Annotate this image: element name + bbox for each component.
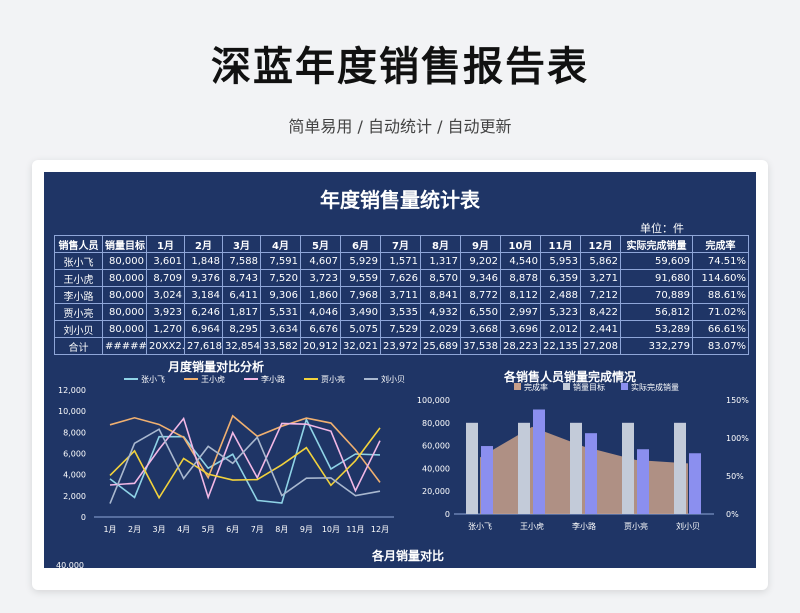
y-tick-label: 6,000 xyxy=(63,450,86,459)
actual-bar xyxy=(689,453,701,514)
series-line-5 xyxy=(109,428,381,504)
y-tick-label: 0 xyxy=(445,510,450,519)
table-row: 刘小贝 80,000 1,270 6,964 8,295 3,634 6,676 5,075 7… xyxy=(54,320,749,338)
bottom-chart-title: 各月销量对比 xyxy=(372,549,445,563)
legend-label: 张小飞 xyxy=(141,375,165,384)
legend-label: 完成率 xyxy=(524,382,548,392)
target-bar xyxy=(622,422,634,514)
table-cell: 32,021 xyxy=(340,337,381,355)
table-body: 张小飞 80,000 3,601 1,848 7,588 7,591 4,607 5,929 1… xyxy=(54,252,749,355)
y2-tick-label: 100% xyxy=(726,434,749,443)
y2-tick-label: 150% xyxy=(726,396,749,405)
legend-label: 刘小贝 xyxy=(381,374,405,384)
spreadsheet-preview: 年度销售量统计表 单位：件 销售人员 销量目标 1月 2月 3月 4月 5月 6月 7月 8月 9月… xyxy=(44,172,756,568)
x-tick-label: 王小虎 xyxy=(520,521,544,531)
series-line-3 xyxy=(109,416,381,500)
actual-bar xyxy=(533,409,545,514)
table-cell: 20XX2.0 xyxy=(146,337,185,355)
x-tick-label: 1月 xyxy=(103,525,116,534)
legend-swatch xyxy=(514,383,521,390)
page-title: 深蓝年度销售报告表 xyxy=(211,44,589,90)
bar-chart-title: 各销售人员销量完成情况 xyxy=(504,370,637,384)
legend-label: 实际完成销量 xyxy=(631,382,679,392)
table-cell: 27,208 xyxy=(580,337,621,355)
x-tick-label: 7月 xyxy=(251,525,264,534)
y-tick-label: 20,000 xyxy=(422,487,450,496)
y-tick-label: 10,000 xyxy=(58,407,86,416)
target-bar xyxy=(466,422,478,514)
unit-label: 单位：件 xyxy=(640,222,684,235)
line-chart-title: 月度销量对比分析 xyxy=(168,360,265,374)
x-tick-label: 2月 xyxy=(128,525,141,534)
table-row: 李小路 80,000 3,024 3,184 6,411 9,306 1,860 7,968 3… xyxy=(54,286,749,304)
x-tick-label: 8月 xyxy=(275,525,288,534)
x-tick-label: 李小路 xyxy=(572,521,596,531)
table-header-row: 销售人员 销量目标 1月 2月 3月 4月 5月 6月 7月 8月 9月 10月 11月 12月 实际完成销… xyxy=(54,235,749,253)
table-cell: 20,912 xyxy=(300,337,341,355)
y-tick-label: 40,000 xyxy=(56,561,84,568)
x-tick-label: 5月 xyxy=(202,525,215,534)
x-tick-label: 4月 xyxy=(177,525,190,534)
sales-table: 销售人员 销量目标 1月 2月 3月 4月 5月 6月 7月 8月 9月 10月 11月 12月 实际完成销… xyxy=(54,235,749,355)
y-tick-label: 12,000 xyxy=(58,386,86,395)
table-row: 合计######20XX2.027,61832,85433,58220,9123… xyxy=(54,337,749,355)
actual-bar xyxy=(481,446,493,514)
legend-label: 李小路 xyxy=(261,374,285,384)
y-tick-label: 40,000 xyxy=(422,464,450,473)
x-tick-label: 12月 xyxy=(371,525,389,534)
target-bar xyxy=(518,422,530,514)
target-bar xyxy=(570,422,582,514)
y2-tick-label: 50% xyxy=(726,472,744,481)
x-tick-label: 3月 xyxy=(153,525,166,534)
y-tick-label: 2,000 xyxy=(63,492,86,501)
x-tick-label: 6月 xyxy=(226,525,239,534)
actual-bar xyxy=(585,433,597,514)
y2-tick-label: 0% xyxy=(726,510,739,519)
y-tick-label: 4,000 xyxy=(63,471,86,480)
table-row: 张小飞 80,000 3,601 1,848 7,588 7,591 4,607 5,929 1… xyxy=(54,252,749,270)
charts-canvas: 0 2,000 4,000 6,000 8,000 10,000 12,000 1月 2月 3月 4… xyxy=(56,374,749,568)
page-subtitle: 简单易用 / 自动统计 / 自动更新 xyxy=(288,117,512,136)
y-tick-label: 8,000 xyxy=(63,428,86,437)
table-cell: 83.07% xyxy=(692,337,749,355)
x-tick-label: 张小飞 xyxy=(468,522,492,531)
x-tick-label: 9月 xyxy=(300,525,313,534)
y-tick-label: 60,000 xyxy=(422,442,450,451)
legend-swatch xyxy=(621,383,628,390)
legend-label: 销量目标 xyxy=(573,382,605,392)
legend-swatch xyxy=(563,383,570,390)
x-tick-label: 11月 xyxy=(346,525,364,534)
x-tick-label: 贾小亮 xyxy=(624,521,648,531)
target-bar xyxy=(674,422,686,514)
y-tick-label: 100,000 xyxy=(417,396,450,405)
table-row: 贾小亮 80,000 3,923 6,246 1,817 5,531 4,046 3,490 3… xyxy=(54,303,749,321)
legend-label: 贾小亮 xyxy=(321,374,345,384)
series-line-2 xyxy=(109,414,381,483)
series-line-1 xyxy=(109,417,381,504)
actual-bar xyxy=(637,449,649,514)
y-tick-label: 0 xyxy=(81,513,86,522)
sheet-title: 年度销售量统计表 xyxy=(320,188,480,212)
x-tick-label: 刘小贝 xyxy=(676,521,700,531)
y-tick-label: 80,000 xyxy=(422,419,450,428)
x-tick-label: 10月 xyxy=(322,525,340,534)
legend-label: 王小虎 xyxy=(201,374,225,384)
completion-rate-area xyxy=(480,426,688,514)
